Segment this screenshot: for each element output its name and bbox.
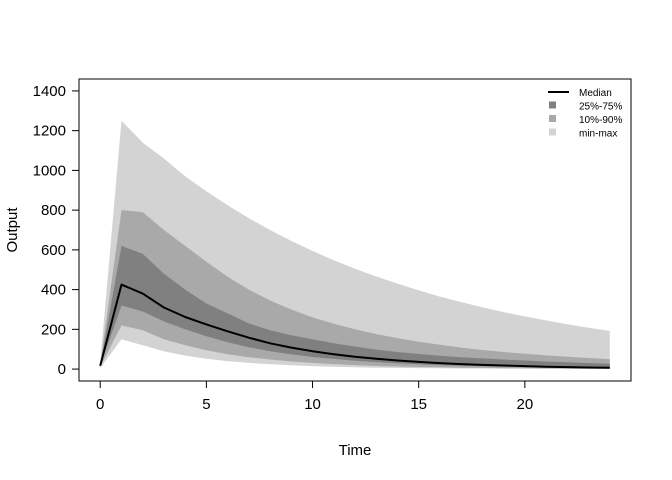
legend-label: 10%-90% — [579, 115, 622, 126]
y-tick-label: 0 — [58, 361, 66, 378]
y-tick-label: 1200 — [33, 123, 66, 140]
legend-swatch-box — [549, 115, 556, 122]
y-axis-title: Output — [4, 207, 21, 253]
x-tick-label: 15 — [410, 396, 427, 413]
legend: Median 25%-75% 10%-90% min-max — [548, 88, 622, 140]
series-layer — [99, 283, 610, 369]
y-tick-label: 1000 — [33, 162, 66, 179]
band-25pct-75pct — [100, 245, 610, 369]
x-axis-title: Time — [339, 442, 372, 459]
legend-label: 25%-75% — [579, 102, 622, 113]
legend-item-median: Median — [548, 88, 612, 99]
y-axis: 0 200 400 600 800 1000 1200 1400 — [33, 83, 80, 378]
legend-label: Median — [579, 88, 612, 99]
bands-layer — [100, 120, 610, 369]
series-line-median — [99, 283, 610, 369]
legend-label: min-max — [579, 129, 617, 140]
legend-item-25pct-75pct: 25%-75% — [549, 101, 622, 113]
y-tick-label: 800 — [41, 202, 66, 219]
y-tick-label: 200 — [41, 321, 66, 338]
legend-item-10pct-90pct: 10%-90% — [549, 115, 622, 126]
x-tick-label: 5 — [202, 396, 210, 413]
y-tick-label: 600 — [41, 242, 66, 259]
x-axis: 0 5 10 15 20 — [96, 380, 534, 413]
legend-swatch-box — [549, 101, 556, 109]
y-tick-label: 400 — [41, 282, 66, 299]
legend-swatch-box — [549, 128, 556, 136]
x-tick-label: 0 — [96, 396, 104, 413]
x-tick-label: 20 — [517, 396, 534, 413]
legend-item-min-max: min-max — [549, 128, 617, 140]
y-tick-label: 1400 — [33, 83, 66, 100]
x-tick-label: 10 — [304, 396, 321, 413]
